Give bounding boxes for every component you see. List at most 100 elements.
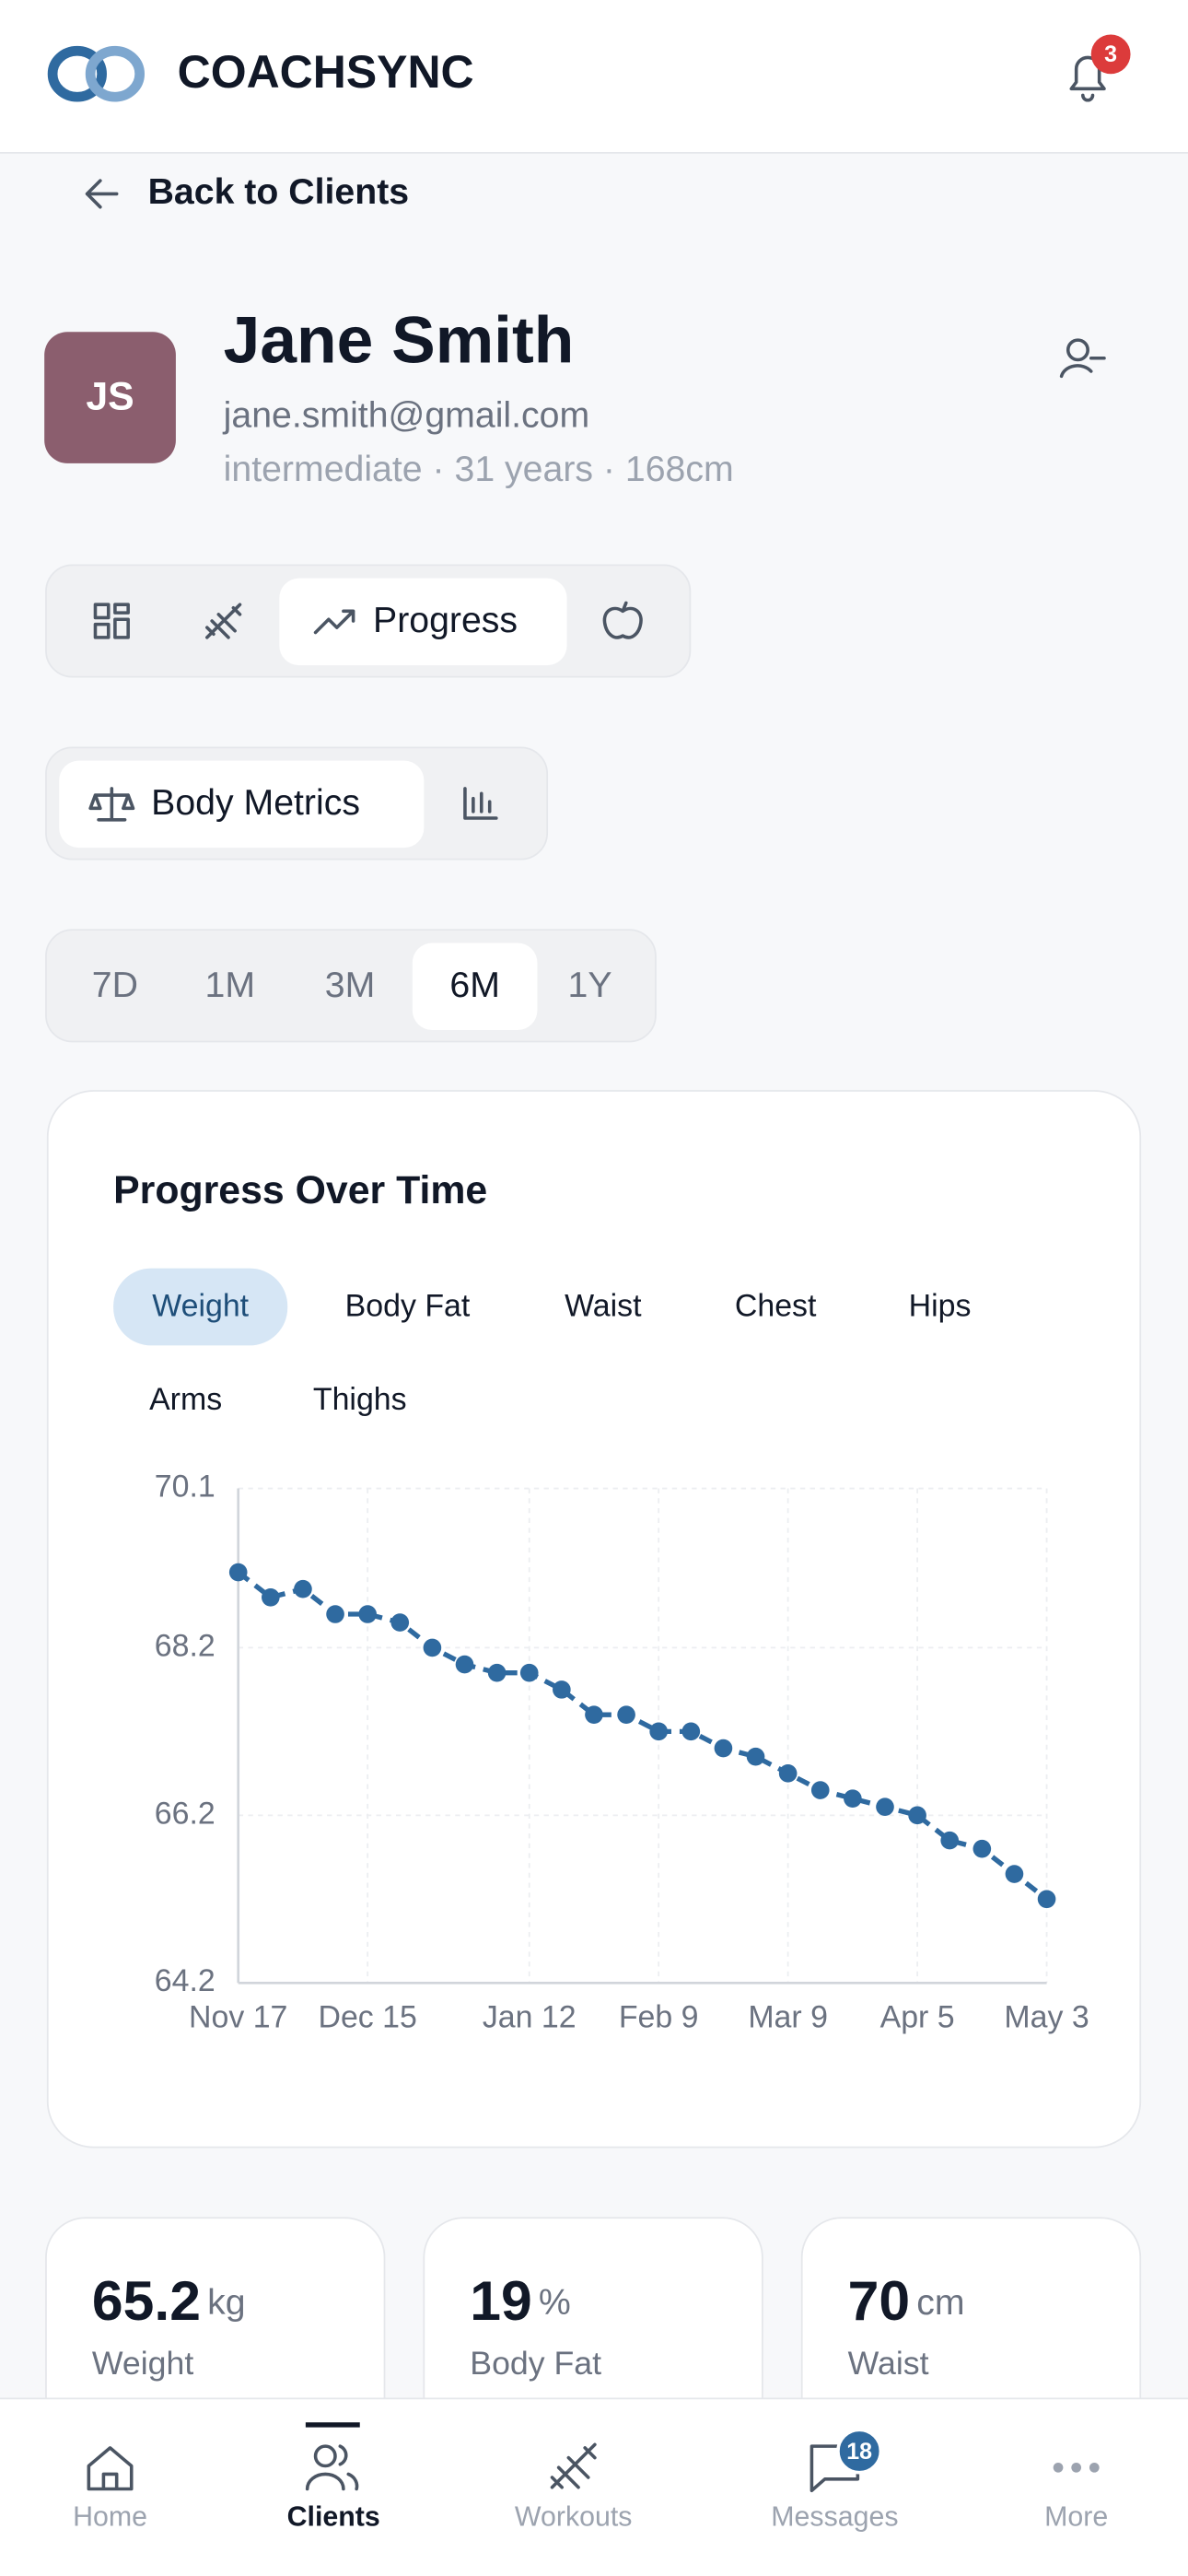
x-tick-label: Nov 17 <box>189 1999 287 2034</box>
data-point <box>487 1663 507 1682</box>
range-option[interactable]: 6M <box>449 965 500 1005</box>
data-point <box>908 1806 926 1825</box>
metric-chip[interactable]: Weight <box>152 1288 249 1323</box>
messages-badge-count: 18 <box>846 2439 872 2465</box>
x-tick-label: Jan 12 <box>483 1999 577 2034</box>
progress-icon <box>313 609 355 635</box>
y-tick-label: 68.2 <box>155 1628 215 1663</box>
home-icon <box>87 2446 134 2491</box>
nav-item[interactable]: Messages <box>771 2502 898 2533</box>
metric-chip[interactable]: Hips <box>909 1288 972 1323</box>
stat-label: Body Fat <box>470 2345 601 2382</box>
stat-unit: cm <box>916 2282 964 2323</box>
overview-tab[interactable] <box>93 603 130 639</box>
chart-card <box>46 1090 1142 2149</box>
active-range[interactable] <box>412 943 538 1031</box>
logo <box>47 45 146 102</box>
range-option[interactable]: 7D <box>92 965 138 1005</box>
clients-icon <box>305 2444 359 2491</box>
messages-badge <box>836 2428 883 2475</box>
data-point <box>778 1764 798 1783</box>
data-point <box>973 1839 992 1858</box>
stat-number: 65.2 <box>92 2269 201 2332</box>
stat-number: 70 <box>848 2269 910 2332</box>
more-icon <box>1053 2462 1100 2473</box>
workouts-tab[interactable] <box>205 603 242 639</box>
back-link-text[interactable]: Back to Clients <box>148 171 410 212</box>
brand: COACHSYNC <box>178 46 474 98</box>
metric-chip[interactable]: Waist <box>565 1288 642 1323</box>
data-point <box>1005 1865 1024 1883</box>
x-tick-label: Mar 9 <box>748 1999 828 2034</box>
range-option[interactable]: 1M <box>205 965 256 1005</box>
data-point <box>294 1579 312 1598</box>
client-email: jane.smith@gmail.com <box>223 394 590 435</box>
data-point <box>390 1613 410 1632</box>
data-point <box>810 1781 830 1799</box>
notification-badge <box>1090 34 1131 75</box>
data-point <box>262 1588 280 1607</box>
x-tick-label: Apr 5 <box>880 1999 955 2034</box>
nav-item[interactable]: More <box>1044 2502 1108 2533</box>
data-point <box>519 1663 539 1682</box>
data-point <box>714 1739 733 1758</box>
active-sub-tab-label[interactable]: Body Metrics <box>151 782 360 823</box>
data-point <box>358 1605 377 1623</box>
data-point <box>746 1747 765 1766</box>
client-name: Jane Smith <box>224 303 575 377</box>
metric-chip[interactable]: Chest <box>735 1288 817 1323</box>
stat-value: 19% <box>470 2269 570 2332</box>
nutrition-tab[interactable] <box>602 601 643 639</box>
data-point <box>940 1831 960 1850</box>
stat-number: 19 <box>470 2269 531 2332</box>
avatar-initials: JS <box>86 375 134 419</box>
notification-count: 3 <box>1104 41 1117 67</box>
data-point <box>1037 1890 1056 1909</box>
active-sub-tab[interactable] <box>59 760 425 849</box>
data-point <box>455 1655 474 1674</box>
client-details: intermediate · 31 years · 168cm <box>224 449 734 489</box>
charts-sub-tab[interactable] <box>463 787 498 820</box>
active-metric-chip[interactable] <box>113 1268 288 1346</box>
data-point <box>585 1705 603 1724</box>
data-point <box>649 1722 669 1741</box>
scale-icon <box>88 787 135 822</box>
stat-label: Weight <box>92 2345 193 2382</box>
data-point <box>228 1563 248 1582</box>
back-link[interactable]: Back to Clients <box>85 171 410 212</box>
workouts-icon <box>550 2442 597 2489</box>
active-tab-label[interactable]: Progress <box>373 600 518 640</box>
y-tick-label: 70.1 <box>155 1469 215 1505</box>
stat-value: 65.2 kg <box>92 2269 246 2332</box>
chart-title: Progress Over Time <box>113 1168 487 1212</box>
remove-client-button[interactable] <box>1059 338 1106 379</box>
stat-value: 70 cm <box>848 2269 965 2332</box>
metric-chip[interactable]: Arms <box>149 1382 222 1417</box>
stat-unit: % <box>539 2282 571 2323</box>
metric-chip[interactable]: Body Fat <box>345 1288 471 1323</box>
bottom-nav <box>0 2398 1188 2576</box>
stat-label: Waist <box>848 2345 929 2382</box>
x-tick-label: Feb 9 <box>619 1999 699 2034</box>
range-option[interactable]: 3M <box>325 965 376 1005</box>
nav-item[interactable]: Clients <box>287 2502 380 2533</box>
data-point <box>617 1705 635 1724</box>
x-tick-label: Dec 15 <box>318 1999 416 2034</box>
data-point <box>553 1680 571 1699</box>
data-point <box>681 1722 701 1741</box>
nav-item[interactable]: Home <box>73 2502 147 2533</box>
y-tick-label: 64.2 <box>155 1963 215 1998</box>
data-point <box>423 1638 442 1657</box>
avatar <box>44 332 176 463</box>
header <box>0 0 1188 153</box>
range-option[interactable]: 1Y <box>568 965 612 1005</box>
stat-unit: kg <box>207 2282 245 2323</box>
nav-item[interactable]: Workouts <box>515 2502 633 2533</box>
x-tick-label: May 3 <box>1004 1999 1089 2034</box>
metric-chip[interactable]: Thighs <box>313 1382 407 1417</box>
data-point <box>326 1605 344 1623</box>
data-point <box>876 1797 894 1817</box>
active-tab[interactable] <box>279 578 567 666</box>
